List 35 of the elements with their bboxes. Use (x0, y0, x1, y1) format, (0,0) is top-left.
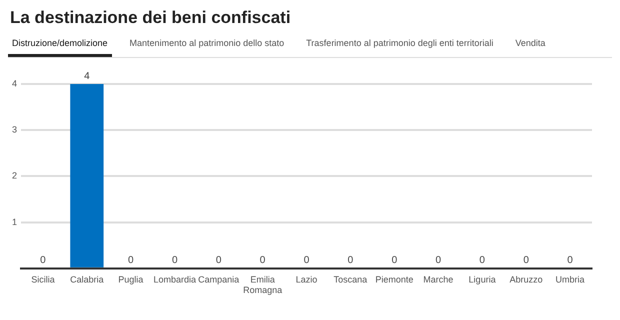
text: Trasferimento al patrimonio degli enti territoriali (305, 37, 494, 50)
data-label: 0 (392, 255, 398, 266)
x-tick-label: Calabria (70, 274, 104, 284)
y-tick-label: 4 (12, 78, 18, 88)
x-tick-label: Toscana (334, 274, 368, 284)
x-tick-label: Sicilia (31, 274, 55, 284)
x-tick-label: Umbria (556, 274, 585, 284)
data-label: 0 (435, 255, 442, 266)
data-label: 0 (567, 255, 574, 266)
x-tick-label: Puglia (118, 274, 144, 284)
x-tick-label: Abruzzo (510, 274, 543, 284)
data-label: 0 (523, 255, 530, 266)
data-label: 0 (216, 255, 222, 266)
text: Distruzione/demolizione (8, 36, 112, 57)
y-tick-label: 3 (12, 124, 18, 135)
x-tick-label: Lazio (296, 274, 318, 284)
data-label: 4 (84, 70, 90, 82)
data-label: 0 (172, 255, 178, 266)
x-tick-label: Campania (198, 274, 240, 284)
x-tick-label: Marche (423, 274, 454, 284)
data-label: 0 (348, 255, 354, 266)
chart-title: La destinazione dei beni confiscati (10, 8, 292, 28)
text: Mantenimento al patrimonio dello stato (128, 37, 286, 50)
x-tick-label: Piemonte (375, 274, 414, 284)
y-tick-label: 2 (12, 170, 18, 181)
x-tick-label: Lombardia (153, 274, 196, 284)
y-tick-label: 1 (12, 216, 18, 227)
data-label: 0 (128, 255, 134, 266)
data-label: 0 (40, 255, 46, 266)
x-tick-label: Liguria (468, 274, 496, 284)
data-label: 0 (260, 255, 266, 266)
text: Vendita (514, 37, 546, 50)
data-label: 0 (479, 255, 486, 266)
data-label: 0 (304, 255, 310, 266)
x-tick-label: Emilia Romagna (243, 274, 282, 296)
